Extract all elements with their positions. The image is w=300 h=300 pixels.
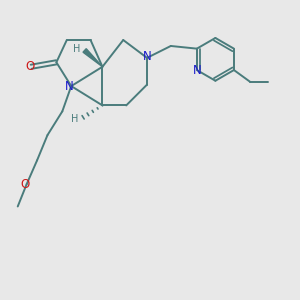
Text: N: N	[64, 80, 73, 93]
Polygon shape	[83, 49, 102, 67]
Text: N: N	[193, 64, 201, 76]
Text: O: O	[25, 60, 34, 73]
Text: H: H	[71, 114, 79, 124]
Text: O: O	[20, 178, 30, 191]
Text: N: N	[143, 50, 152, 63]
Text: H: H	[73, 44, 80, 54]
